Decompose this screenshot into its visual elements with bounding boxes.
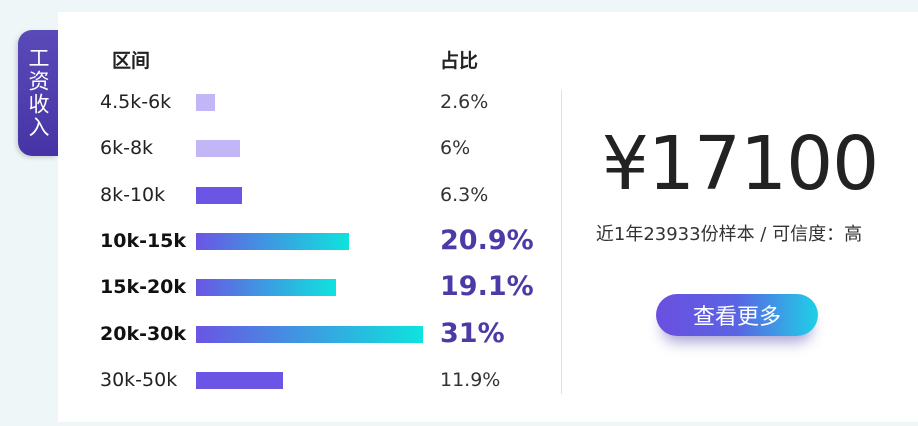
range-label: 20k-30k — [100, 323, 186, 345]
range-label: 8k-10k — [100, 184, 165, 206]
salary-income-tag: 工资收入 — [18, 30, 58, 156]
share-value: 20.9% — [440, 226, 534, 256]
range-bar — [196, 94, 215, 111]
range-bar — [196, 279, 336, 296]
range-bar — [196, 233, 349, 250]
average-salary: ¥17100 — [562, 118, 918, 210]
range-label: 15k-20k — [100, 276, 186, 298]
share-value: 31% — [440, 319, 505, 349]
range-label: 10k-15k — [100, 230, 186, 252]
range-bar — [196, 372, 283, 389]
share-header: 占比 — [440, 46, 478, 73]
tag-label: 工资收入 — [27, 47, 49, 139]
share-value: 6.3% — [440, 184, 488, 206]
range-label: 6k-8k — [100, 137, 153, 159]
share-value: 11.9% — [440, 369, 500, 391]
range-label: 30k-50k — [100, 369, 177, 391]
range-bar — [196, 326, 423, 343]
range-bar — [196, 140, 240, 157]
view-more-button[interactable]: 查看更多 — [656, 294, 818, 336]
range-label: 4.5k-6k — [100, 91, 171, 113]
share-value: 19.1% — [440, 272, 534, 302]
range-bar — [196, 187, 242, 204]
share-value: 2.6% — [440, 91, 488, 113]
salary-card — [58, 12, 918, 422]
sample-info: 近1年23933份样本 / 可信度：高 — [562, 220, 896, 246]
range-header: 区间 — [112, 46, 150, 73]
share-value: 6% — [440, 137, 470, 159]
